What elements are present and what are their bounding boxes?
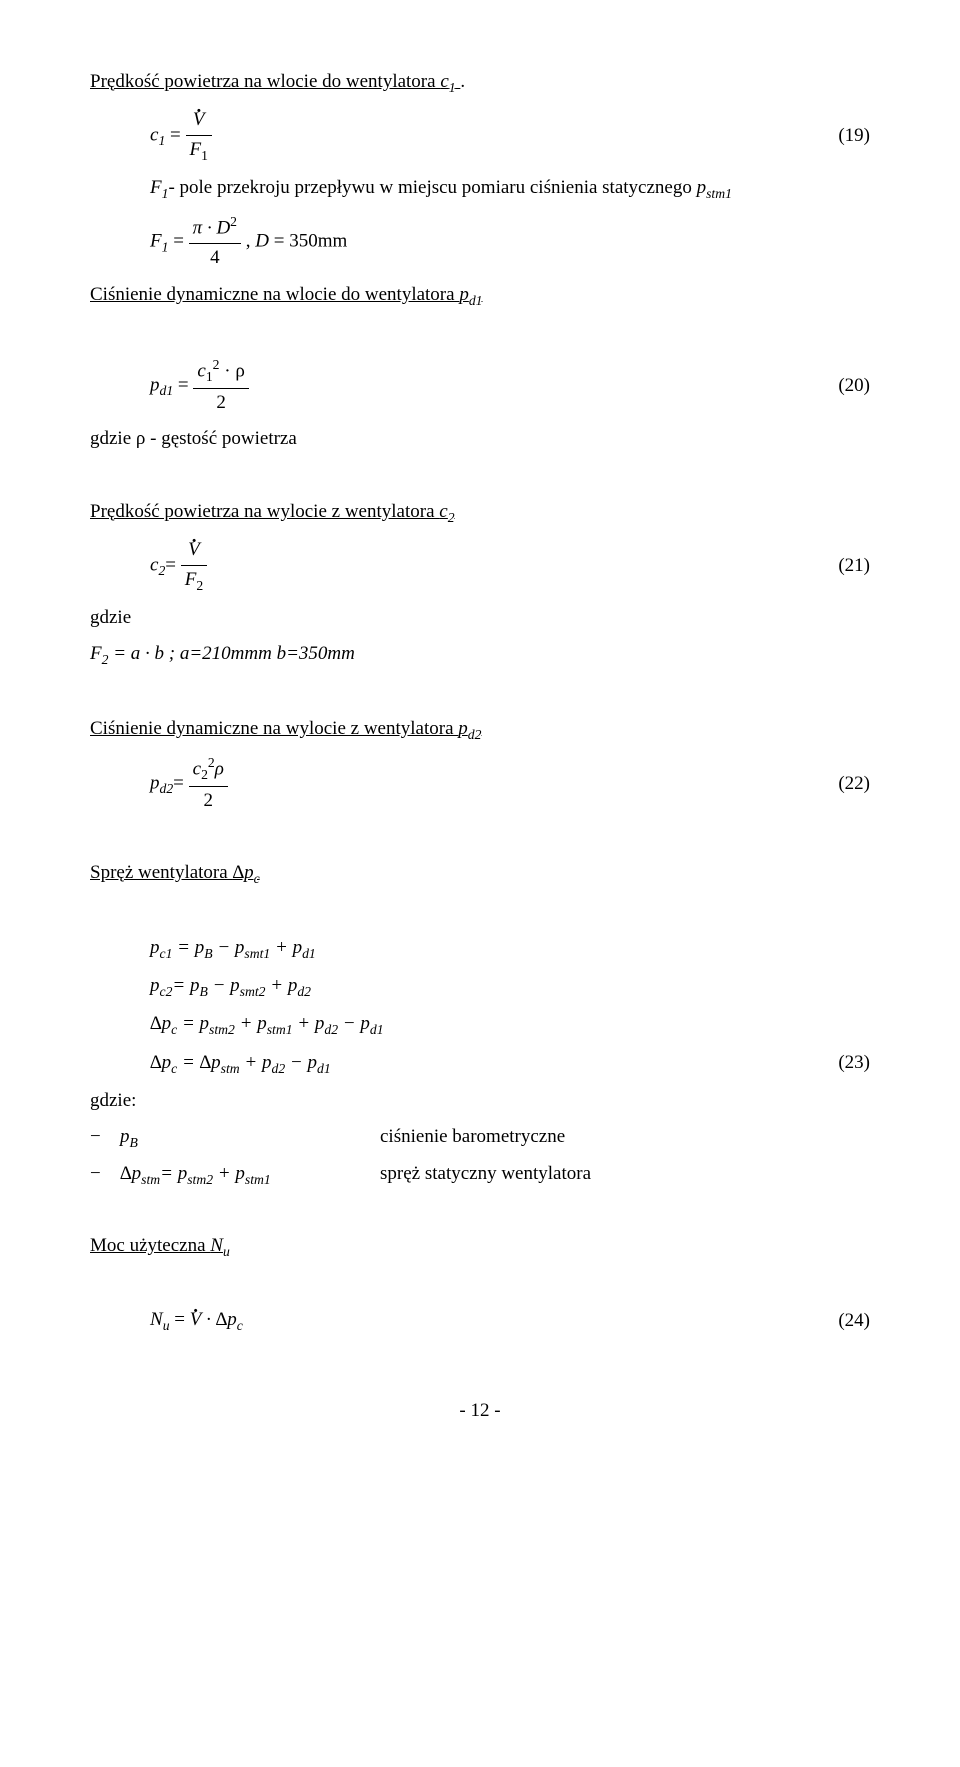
heading-air-speed-inlet: Prędkość powietrza na wlocie do wentylat… [90,68,870,98]
caption-dynamic-pressure-inlet: Ciśnienie dynamiczne na wlocie do wentyl… [90,281,870,311]
eq-number-20: (20) [808,372,870,401]
eq-number-23: (23) [808,1049,870,1078]
equation-pc1: pc1 = pB − psmt1 + pd1 [150,934,870,964]
bullet-dpstm: − ∆pstm= pstm2 + pstm1 spręż statyczny w… [90,1160,870,1190]
eq-number-21: (21) [808,552,870,581]
equation-20: pd1 = c12 · ρ 2 (20) [150,355,870,417]
eq-number-19: (19) [808,122,870,151]
bullet-pb: − pB ciśnienie barometryczne [90,1123,870,1153]
equation-19: c1 = V F1 (19) [150,106,870,166]
heading-dynamic-pressure-outlet: Ciśnienie dynamiczne na wylocie z wentyl… [90,715,870,745]
page-number: - 12 - [90,1397,870,1426]
caption-f1: F1- pole przekroju przepływu w miejscu p… [150,174,870,204]
eq-number-22: (22) [808,770,870,799]
gdzie-1: gdzie [90,604,870,633]
equation-24: Nu = V · ∆pc (24) [150,1306,870,1336]
equation-f1: F1 = π · D2 4 , D = 350mm [150,212,870,272]
heading-useful-power: Moc użyteczna Nu [90,1232,870,1262]
equation-21: c2= V F2 (21) [150,536,870,596]
equation-pc2: pc2= pB − psmt2 + pd2 [150,972,870,1002]
heading-fan-pressure: Spręż wentylatora ∆pc [90,859,870,889]
equation-22: pd2= c22ρ 2 (22) [150,753,870,815]
equation-23: ∆pc = ∆pstm + pd2 − pd1 (23) [150,1049,870,1079]
eq-number-24: (24) [808,1307,870,1336]
note-density: gdzie ρ - gęstość powietrza [90,425,870,454]
equation-dpc-long: ∆pc = pstm2 + pstm1 + pd2 − pd1 [150,1010,870,1040]
defn-f2: F2 = a · b ; a=210mmm b=350mm [90,640,870,670]
gdzie-2: gdzie: [90,1087,870,1116]
heading-air-speed-outlet: Prędkość powietrza na wylocie z wentylat… [90,498,870,528]
